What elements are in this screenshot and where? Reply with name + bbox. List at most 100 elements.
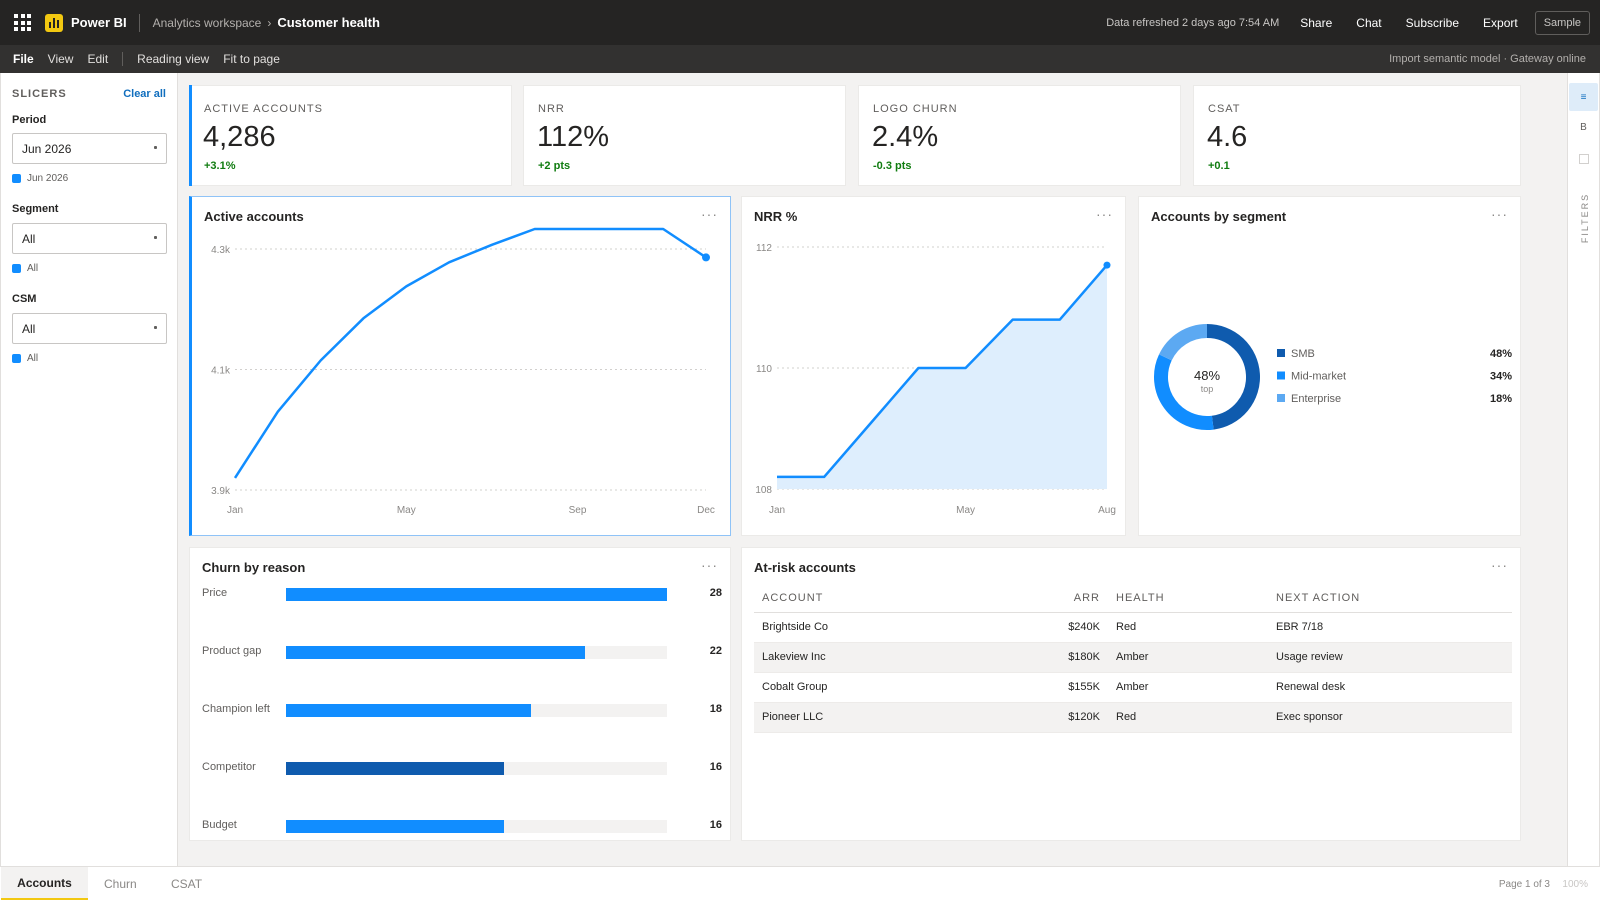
subscribe-button[interactable]: Subscribe [1405, 15, 1460, 30]
brand-name: Power BI [71, 15, 127, 30]
page-tab-churn[interactable]: Churn [104, 867, 137, 900]
reading-view-button[interactable]: Reading view [137, 52, 210, 66]
kpi-label: NRR [538, 103, 565, 115]
column-header-arr[interactable]: ARR [1057, 585, 1108, 613]
square-icon [1578, 154, 1589, 164]
menu-file[interactable]: File [13, 52, 34, 66]
checkbox-icon [12, 264, 21, 273]
filters-pane-toggle[interactable]: FILTERS [1577, 191, 1591, 251]
table-row[interactable]: Lakeview Inc $180K Amber Usage review [754, 642, 1512, 673]
bar-row[interactable]: Budget 16 [202, 818, 722, 834]
cell-account: Pioneer LLC [754, 702, 1057, 733]
clear-all-button[interactable]: Clear all [123, 88, 166, 100]
bar-track [286, 704, 667, 717]
series-line [233, 227, 707, 479]
cell-arr: $240K [1057, 612, 1108, 643]
donut-slice [1206, 324, 1260, 430]
segment-dropdown[interactable]: All [12, 223, 167, 254]
fit-to-page-button[interactable]: Fit to page [223, 52, 280, 66]
zoom-level[interactable]: 100% [1562, 879, 1588, 890]
bar-row[interactable]: Competitor 16 [202, 760, 722, 776]
x-tick-label: May [397, 505, 416, 516]
cell-account: Lakeview Inc [754, 642, 1057, 673]
bar-track [286, 762, 667, 775]
csm-dropdown[interactable]: All [12, 313, 167, 344]
page-tab-bar: Accounts Churn CSAT Page 1 of 3 100% [0, 866, 1600, 900]
active-accounts-visual[interactable]: Active accounts ··· 4.3k 4.1k 3.9k Jan May Se… [189, 196, 731, 536]
page-tab-csat[interactable]: CSAT [171, 867, 202, 900]
kpi-card-nrr[interactable]: NRR 112% +2 pts [523, 85, 846, 186]
bar-label: Budget [202, 819, 237, 831]
nrr-visual[interactable]: NRR % ··· 112 110 108 Jan May Aug [741, 196, 1126, 536]
bar-label: Product gap [202, 645, 262, 657]
donut-slice [1154, 354, 1214, 430]
menu-view[interactable]: View [47, 52, 74, 66]
more-options-icon[interactable]: ··· [701, 206, 718, 222]
bar-row[interactable]: Champion left 18 [202, 702, 722, 718]
more-options-icon[interactable]: ··· [1491, 557, 1508, 573]
x-tick-label: Sep [569, 505, 587, 516]
visual-title: NRR % [754, 209, 798, 224]
legend-value: 18% [1490, 393, 1512, 405]
kpi-card-active-accounts[interactable]: ACTIVE ACCOUNTS 4,286 +3.1% [189, 85, 512, 186]
bar-track [286, 820, 667, 833]
more-options-icon[interactable]: ··· [701, 557, 718, 573]
bar-track [286, 588, 667, 601]
visual-list-button[interactable]: ≡ [1569, 83, 1598, 111]
share-button[interactable]: Share [1300, 15, 1333, 30]
table-row[interactable]: Brightside Co $240K Red EBR 7/18 [754, 612, 1512, 643]
x-tick-label: Dec [697, 505, 715, 516]
data-refreshed-text: Data refreshed 2 days ago 7:54 AM [1106, 16, 1280, 29]
breadcrumb-workspace[interactable]: Analytics workspace [152, 15, 262, 30]
legend-value: 34% [1490, 371, 1512, 383]
bar-row[interactable]: Price 28 [202, 586, 722, 602]
table-row[interactable]: Cobalt Group $155K Amber Renewal desk [754, 672, 1512, 703]
legend-label: SMB [1291, 348, 1315, 360]
page-tab-accounts[interactable]: Accounts [1, 867, 88, 900]
donut-slice [1159, 324, 1208, 361]
menu-bar: File View Edit Reading view Fit to page … [0, 45, 1600, 73]
period-selected-chip[interactable]: Jun 2026 [12, 173, 68, 184]
csm-chip-label: All [27, 353, 39, 364]
segment-dropdown-value: All [22, 231, 36, 246]
visual-title: At-risk accounts [754, 560, 856, 575]
segment-visual[interactable]: Accounts by segment ··· 48% top SMB 48% Mid-… [1138, 196, 1521, 536]
kpi-card-logo-churn[interactable]: LOGO CHURN 2.4% -0.3 pts [858, 85, 1181, 186]
menu-edit[interactable]: Edit [87, 52, 109, 66]
bar-value-label: 18 [709, 703, 722, 715]
cell-next-action: Usage review [1268, 642, 1512, 673]
cell-arr: $155K [1057, 672, 1108, 703]
breadcrumb-report: Customer health [277, 15, 380, 30]
cell-account: Brightside Co [754, 612, 1057, 643]
export-button[interactable]: Export [1483, 15, 1518, 30]
data-point [1103, 261, 1111, 269]
segment-selected-chip[interactable]: All [12, 263, 38, 274]
period-dropdown[interactable]: Jun 2026 [12, 133, 167, 164]
bar-row[interactable]: Product gap 22 [202, 644, 722, 660]
checkbox-icon [12, 354, 21, 363]
nrr-chart: 112 110 108 Jan May Aug [755, 243, 1116, 516]
csm-selected-chip[interactable]: All [12, 353, 38, 364]
tab-label: CSAT [171, 877, 203, 891]
donut-center-value: 48% [1194, 368, 1220, 383]
more-options-icon[interactable]: ··· [1491, 206, 1508, 222]
column-header-account[interactable]: ACCOUNT [754, 585, 1057, 613]
kpi-value: 112% [537, 121, 610, 153]
kpi-label: ACTIVE ACCOUNTS [204, 103, 323, 115]
waffle-icon [14, 14, 31, 31]
period-dropdown-value: Jun 2026 [22, 141, 72, 156]
churn-visual[interactable]: Churn by reason ··· Price 28 Product gap 22… [189, 547, 731, 841]
legend-swatch [1277, 394, 1285, 402]
sample-button[interactable]: Sample [1534, 10, 1590, 35]
series-area [777, 265, 1107, 489]
bookmarks-button[interactable]: B [1569, 113, 1598, 141]
column-header-health[interactable]: HEALTH [1108, 585, 1268, 613]
column-header-next-action[interactable]: NEXT ACTION [1268, 585, 1512, 613]
app-launcher-button[interactable] [0, 0, 45, 45]
selection-button[interactable] [1569, 145, 1598, 173]
table-row[interactable]: Pioneer LLC $120K Red Exec sponsor [754, 702, 1512, 733]
kpi-card-csat[interactable]: CSAT 4.6 +0.1 [1193, 85, 1521, 186]
at-risk-visual[interactable]: At-risk accounts ··· ACCOUNT ARR HEALTH … [741, 547, 1521, 841]
more-options-icon[interactable]: ··· [1096, 206, 1113, 222]
chat-button[interactable]: Chat [1356, 15, 1382, 30]
